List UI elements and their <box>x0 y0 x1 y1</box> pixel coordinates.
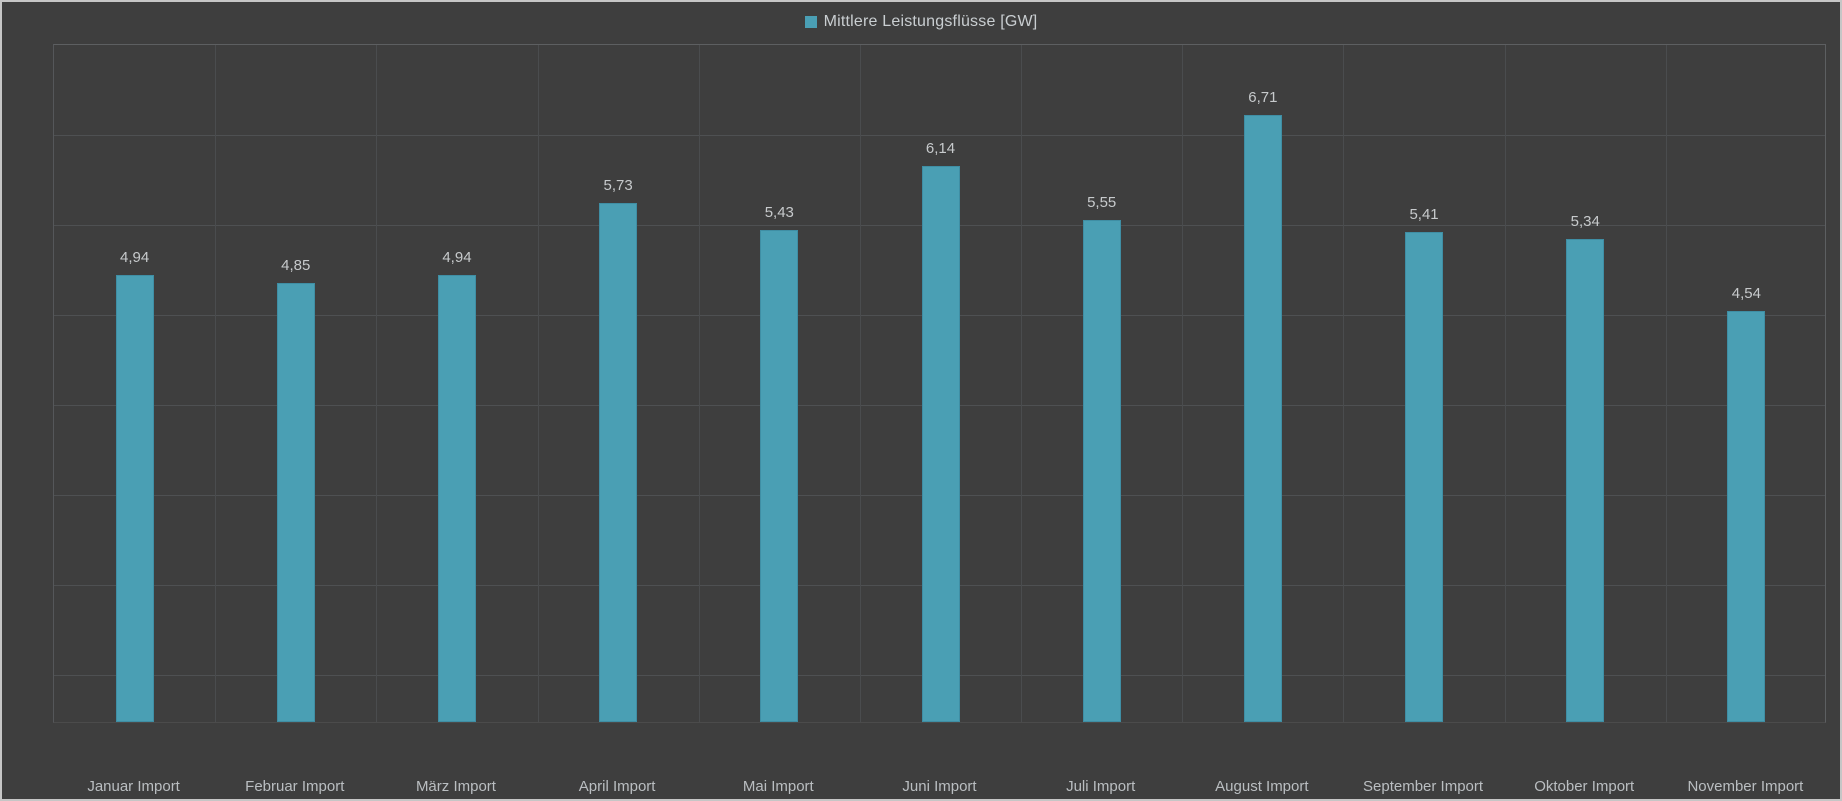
bar-4[interactable] <box>599 203 638 722</box>
vertical-gridline <box>1182 45 1184 722</box>
x-axis-label: September Import <box>1363 778 1484 795</box>
vertical-gridline <box>698 45 700 722</box>
bar-value-label: 6,14 <box>925 140 956 157</box>
horizontal-gridline <box>54 135 1825 136</box>
legend-swatch-icon <box>804 16 817 28</box>
x-axis-label: Juni Import <box>902 778 977 795</box>
x-axis-label: Januar Import <box>87 778 180 795</box>
bar-value-label: 5,41 <box>1409 206 1439 223</box>
vertical-gridline <box>1343 45 1345 722</box>
bar-8[interactable] <box>1243 115 1282 722</box>
vertical-gridline <box>1504 45 1506 722</box>
bar-10[interactable] <box>1566 239 1605 722</box>
bar-3[interactable] <box>437 275 476 722</box>
bar-value-label: 4,94 <box>119 249 150 266</box>
vertical-gridline <box>376 45 378 722</box>
x-axis-label: Juli Import <box>1066 778 1136 795</box>
bar-5[interactable] <box>760 230 799 722</box>
bar-2[interactable] <box>276 283 315 722</box>
x-axis-label: August Import <box>1215 778 1309 795</box>
bar-7[interactable] <box>1082 220 1121 722</box>
bar-value-label: 5,34 <box>1570 213 1600 230</box>
bar-value-label: 5,55 <box>1087 194 1117 211</box>
vertical-gridline <box>859 45 861 722</box>
bar-9[interactable] <box>1405 232 1444 722</box>
x-axis-labels: Januar Import Februar Import März Import Ap… <box>53 776 1826 798</box>
bar-6[interactable] <box>921 166 960 722</box>
vertical-gridline <box>1021 45 1023 722</box>
bar-value-label: 4,54 <box>1731 285 1761 302</box>
legend-label: Mittlere Leistungsflüsse [GW] <box>823 13 1038 30</box>
bar-11[interactable] <box>1727 311 1766 722</box>
bar-value-label: 5,73 <box>603 177 633 194</box>
vertical-gridline <box>537 45 539 722</box>
x-axis-label: März Import <box>415 778 496 795</box>
vertical-gridline <box>1665 45 1667 722</box>
x-axis-label: Mai Import <box>742 778 814 795</box>
vertical-gridline <box>215 45 217 722</box>
x-axis-label: Oktober Import <box>1534 778 1635 795</box>
bar-value-label: 4,85 <box>281 257 311 274</box>
plot-area: 4,94 4,85 4,94 5,73 5,43 6,14 5,55 6,71 5,41 5,34… <box>53 44 1826 723</box>
bar-value-label: 6,71 <box>1248 89 1278 106</box>
bar-1[interactable] <box>115 275 154 722</box>
legend-item[interactable]: Mittlere Leistungsflüsse [GW] <box>2 13 1840 31</box>
bar-value-label: 5,43 <box>764 204 794 221</box>
x-axis-label: November Import <box>1687 778 1804 795</box>
x-axis-label: Februar Import <box>245 778 345 795</box>
x-axis-label: April Import <box>578 778 656 795</box>
bar-value-label: 4,94 <box>442 249 472 266</box>
